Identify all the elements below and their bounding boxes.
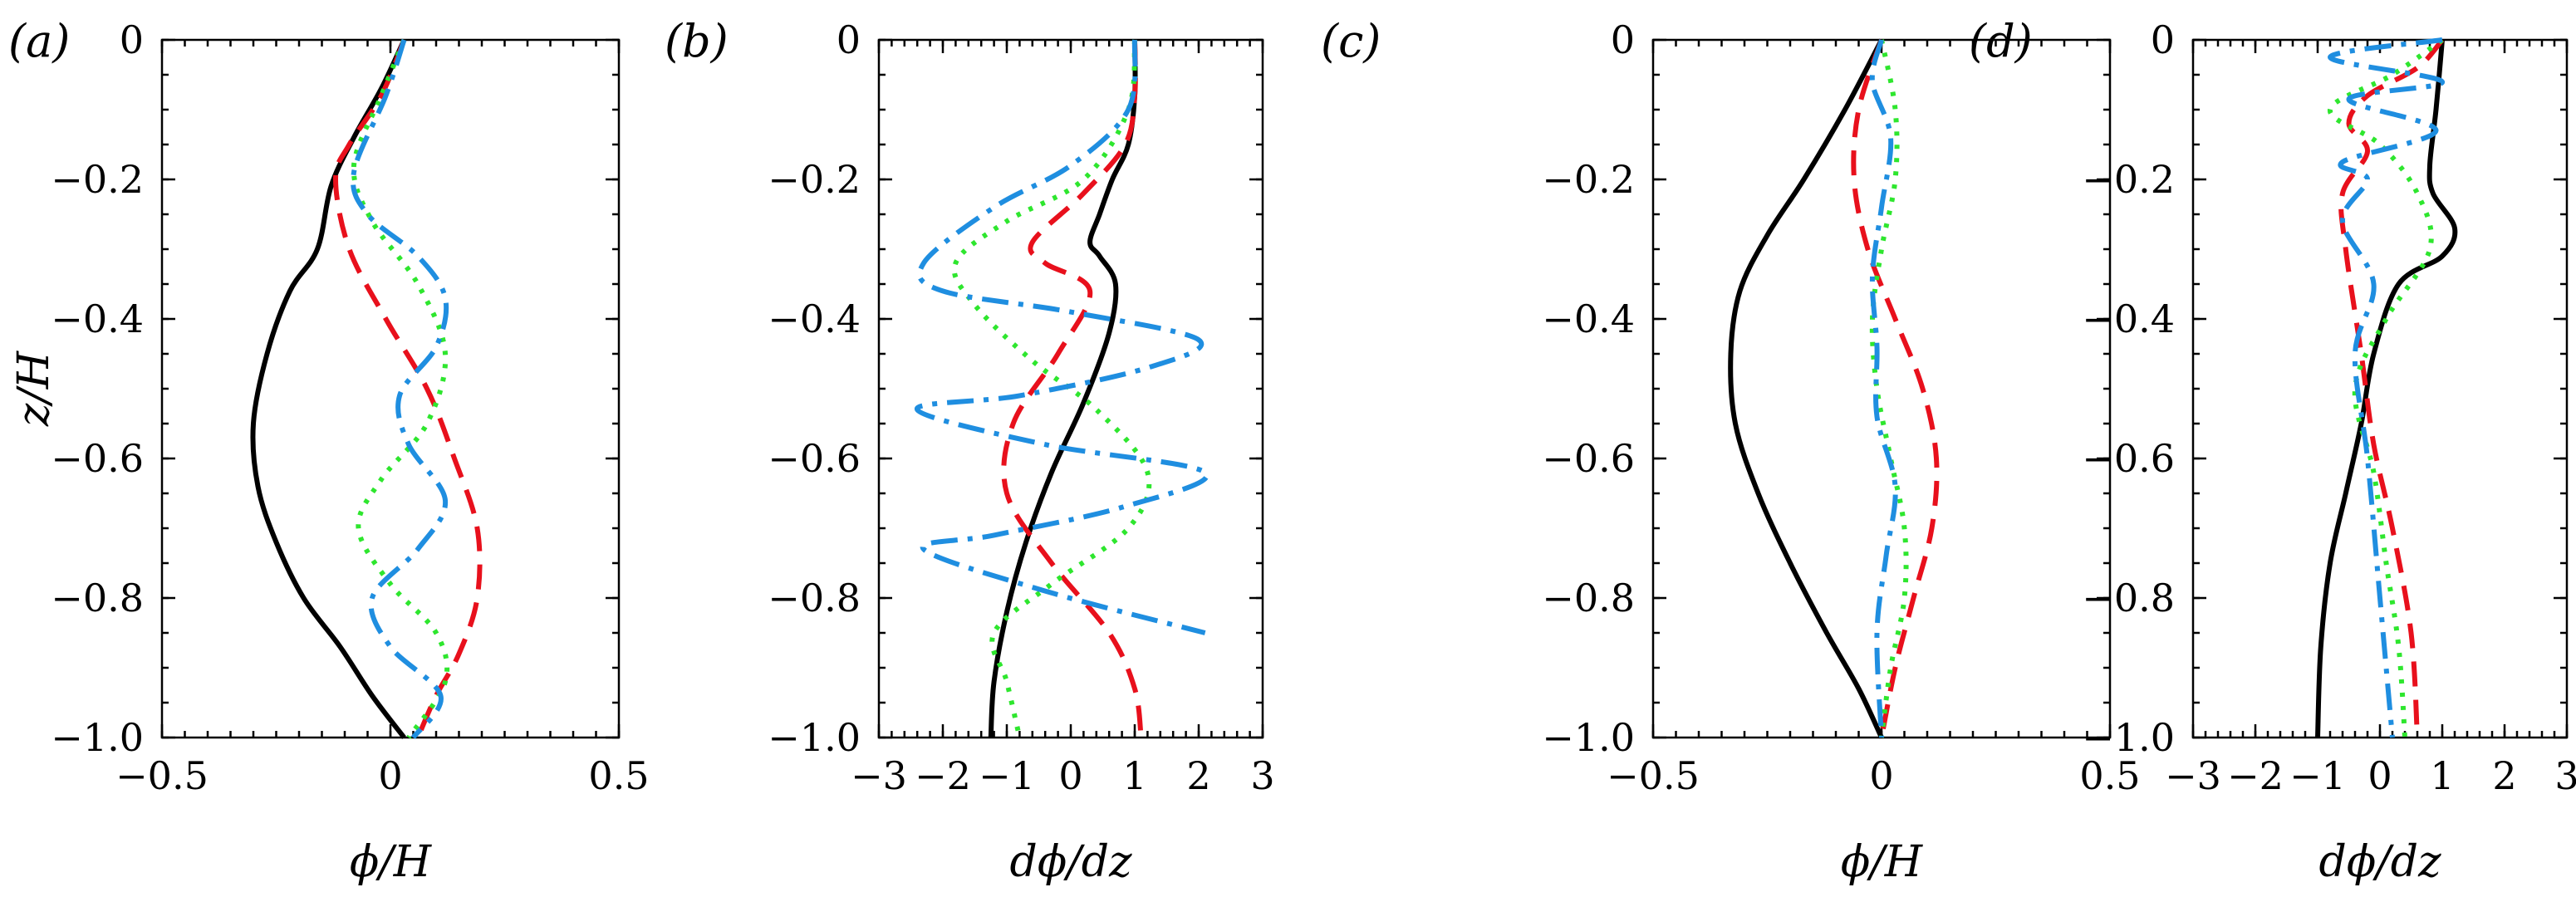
x-tick-label: 0 bbox=[2367, 753, 2392, 798]
y-tick-label: 0 bbox=[1611, 17, 1635, 62]
x-tick-label: −3 bbox=[2165, 753, 2221, 798]
x-tick-label: −0.5 bbox=[115, 753, 209, 798]
x-tick-label: 0.5 bbox=[588, 753, 649, 798]
series-line-2 bbox=[1851, 39, 1940, 738]
x-tick-label: 0.5 bbox=[2079, 753, 2140, 798]
x-tick-label: −0.5 bbox=[1607, 753, 1700, 798]
y-axis-title: z/H bbox=[9, 350, 59, 427]
series-line-3 bbox=[2328, 37, 2444, 738]
series-line-1 bbox=[988, 39, 1138, 738]
x-tick-label: 1 bbox=[2430, 753, 2454, 798]
panel-a: 0 −0.2 −0.4 −0.6 −0.8 −1.0−0.5 0 0.5 (a) ϕ/H z/H bbox=[8, 15, 650, 887]
series-line-1 bbox=[250, 38, 407, 739]
x-tick-label: 0 bbox=[1058, 753, 1082, 798]
x-tick-label: 0 bbox=[378, 753, 402, 798]
y-tick-label: −0.8 bbox=[1542, 576, 1635, 620]
panel-label: (a) bbox=[8, 15, 70, 67]
series-line-3 bbox=[1869, 39, 1909, 738]
panel-label: (c) bbox=[1321, 15, 1381, 67]
y-tick-label: −0.2 bbox=[51, 157, 144, 202]
x-axis-title: dϕ/dz bbox=[2319, 837, 2442, 887]
y-tick-label: −0.8 bbox=[51, 576, 144, 620]
y-tick-label: −0.4 bbox=[768, 297, 861, 341]
series-line-4 bbox=[915, 39, 1209, 635]
y-tick-label: −0.8 bbox=[768, 576, 861, 620]
series-line-4 bbox=[2328, 37, 2446, 738]
y-tick-label: −1.0 bbox=[1542, 715, 1635, 760]
y-tick-label: −0.4 bbox=[1542, 297, 1635, 341]
panel-label: (d) bbox=[1969, 15, 2033, 67]
series-line-2 bbox=[333, 38, 483, 739]
y-tick-label: −0.6 bbox=[2082, 436, 2175, 481]
series-line-2 bbox=[2338, 38, 2445, 738]
y-tick-label: −0.6 bbox=[768, 436, 861, 481]
y-tick-label: −0.2 bbox=[1542, 157, 1635, 202]
plot-frame bbox=[1651, 38, 2112, 739]
x-tick-label: −1 bbox=[2289, 753, 2346, 798]
y-tick-label: −0.4 bbox=[2082, 297, 2175, 341]
x-tick-label: 2 bbox=[2492, 753, 2516, 798]
panel-c: 0 −0.2 −0.4 −0.6 −0.8 −1.0−0.5 0 0.5 (c) ϕ/H bbox=[1321, 15, 2141, 887]
y-tick-label: −0.6 bbox=[51, 436, 144, 481]
x-tick-label: 3 bbox=[2554, 753, 2576, 798]
y-tick-label: −0.6 bbox=[1542, 436, 1635, 481]
y-tick-label: −0.2 bbox=[768, 157, 861, 202]
panel-b: 0−0.2−0.4−0.6−0.8−1.0−3 −2 −1 0 1 2 3(b)dϕ/dz bbox=[665, 15, 1275, 887]
y-tick-label: −1.0 bbox=[2082, 715, 2175, 760]
plot-frame bbox=[2191, 38, 2569, 739]
series-line-3 bbox=[951, 39, 1152, 738]
y-tick-label: −1.0 bbox=[51, 715, 144, 760]
y-tick-label: −1.0 bbox=[768, 715, 861, 760]
x-tick-label: 3 bbox=[1250, 753, 1274, 798]
series-line-4 bbox=[351, 39, 449, 739]
series-line-4 bbox=[1869, 39, 1898, 738]
series-line-1 bbox=[1728, 38, 1884, 739]
x-axis-title: ϕ/H bbox=[350, 837, 433, 887]
x-tick-label: 0 bbox=[1869, 753, 1893, 798]
panel-label: (b) bbox=[665, 15, 729, 67]
y-tick-label: −0.4 bbox=[51, 297, 144, 341]
x-tick-label: −2 bbox=[915, 753, 971, 798]
y-tick-label: 0 bbox=[837, 17, 861, 62]
x-tick-label: 2 bbox=[1186, 753, 1210, 798]
series-line-1 bbox=[2315, 39, 2458, 738]
panel-d: 0−0.2−0.4−0.6−0.8−1.0−3 −2 −1 0 1 2 3(d)dϕ/dz bbox=[1969, 15, 2576, 887]
y-tick-label: −0.2 bbox=[2082, 157, 2175, 202]
plot-frame bbox=[160, 38, 621, 739]
x-tick-label: −1 bbox=[979, 753, 1035, 798]
x-tick-label: 1 bbox=[1122, 753, 1146, 798]
x-axis-title: ϕ/H bbox=[1841, 837, 1924, 887]
x-axis-title: dϕ/dz bbox=[1010, 837, 1133, 887]
x-tick-label: −2 bbox=[2227, 753, 2284, 798]
series-line-3 bbox=[351, 38, 450, 739]
y-tick-label: −0.8 bbox=[2082, 576, 2175, 620]
series-line-2 bbox=[1001, 39, 1144, 738]
y-tick-label: 0 bbox=[2151, 17, 2175, 62]
y-tick-label: 0 bbox=[120, 17, 144, 62]
x-tick-label: −3 bbox=[851, 753, 907, 798]
